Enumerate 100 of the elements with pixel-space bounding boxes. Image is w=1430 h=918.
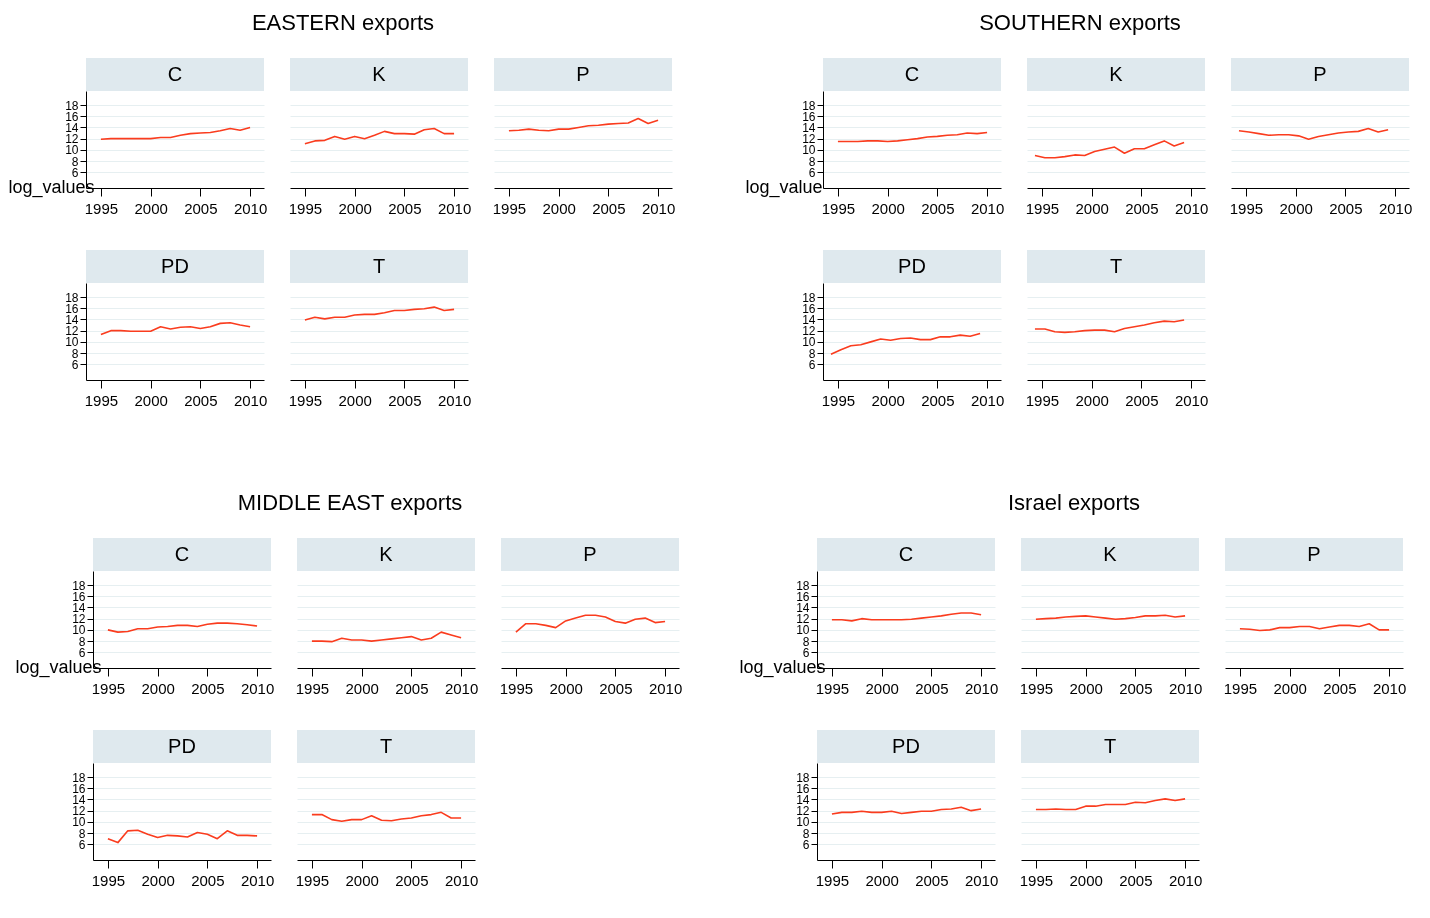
x-tick-label: 2010 (444, 871, 479, 889)
x-tick-label: 2000 (542, 199, 576, 217)
chart-subtitle: T (290, 250, 468, 283)
x-tick-label: 1995 (1223, 679, 1258, 697)
x-tick-label: 2005 (915, 679, 949, 697)
chart-title: Israel exports (1006, 490, 1142, 516)
x-tick-label: 2000 (871, 391, 905, 409)
line-series (831, 612, 982, 622)
chart-subtitle: P (494, 58, 672, 91)
x-tick-label: 2010 (240, 871, 275, 889)
x-tick-label: 2010 (970, 391, 1005, 409)
x-tick-label: 2000 (141, 871, 175, 889)
chart-title: SOUTHERN exports (978, 10, 1182, 36)
x-tick-label: 2010 (1372, 679, 1407, 697)
chart-subtitle: P (501, 538, 679, 571)
x-tick-label: 2005 (921, 199, 955, 217)
chart-title: MIDDLE EAST exports (236, 490, 464, 516)
x-tick-label: 2010 (964, 679, 999, 697)
x-tick-label: 1995 (1025, 391, 1060, 409)
chart-subtitle: PD (86, 250, 264, 283)
x-tick-label: 2000 (338, 391, 372, 409)
chart-subtitle: T (1021, 730, 1199, 763)
chart-subtitle: C (86, 58, 264, 91)
x-tick-label: 1995 (1019, 679, 1054, 697)
x-tick-label: 2010 (233, 391, 268, 409)
line-series (837, 131, 988, 143)
chart-subtitle: PD (93, 730, 271, 763)
x-tick-label: 2010 (1174, 199, 1209, 217)
chart-title: EASTERN exports (250, 10, 436, 36)
x-tick-label: 2010 (1174, 391, 1209, 409)
x-tick-label: 2010 (437, 199, 472, 217)
chart-subtitle: K (1021, 538, 1199, 571)
x-tick-label: 2005 (388, 391, 422, 409)
x-tick-label: 1995 (821, 199, 856, 217)
x-tick-label: 2000 (338, 199, 372, 217)
line-series (831, 806, 982, 815)
x-tick-label: 1995 (295, 679, 330, 697)
x-tick-label: 2005 (395, 871, 429, 889)
x-tick-label: 2000 (1069, 871, 1103, 889)
x-tick-label: 2000 (134, 199, 168, 217)
x-tick-label: 2000 (345, 871, 379, 889)
chart-subtitle: C (93, 538, 271, 571)
x-tick-label: 1995 (1229, 199, 1264, 217)
x-tick-label: 2005 (184, 391, 218, 409)
x-tick-label: 2010 (233, 199, 268, 217)
x-tick-label: 1995 (91, 871, 126, 889)
x-tick-label: 2005 (388, 199, 422, 217)
x-tick-label: 2005 (592, 199, 626, 217)
chart-subtitle: T (1027, 250, 1205, 283)
chart-subtitle: PD (817, 730, 995, 763)
x-tick-label: 2005 (1119, 679, 1153, 697)
x-tick-label: 2000 (1273, 679, 1307, 697)
x-tick-label: 1995 (288, 199, 323, 217)
x-tick-label: 2005 (1329, 199, 1363, 217)
x-tick-label: 2000 (865, 871, 899, 889)
x-tick-label: 1995 (1025, 199, 1060, 217)
x-tick-label: 2010 (1378, 199, 1413, 217)
chart-subtitle: P (1225, 538, 1403, 571)
x-tick-label: 1995 (499, 679, 534, 697)
x-tick-label: 2005 (191, 871, 225, 889)
x-tick-label: 1995 (492, 199, 527, 217)
chart-subtitle: K (297, 538, 475, 571)
x-tick-label: 2005 (1125, 199, 1159, 217)
x-tick-label: 2000 (141, 679, 175, 697)
x-tick-label: 2000 (871, 199, 905, 217)
chart-subtitle: P (1231, 58, 1409, 91)
x-tick-label: 2000 (134, 391, 168, 409)
x-tick-label: 2010 (240, 679, 275, 697)
x-tick-label: 2010 (444, 679, 479, 697)
line-series (100, 322, 251, 336)
x-tick-label: 2000 (345, 679, 379, 697)
x-tick-label: 2000 (1075, 199, 1109, 217)
x-tick-label: 2010 (1168, 871, 1203, 889)
chart-subtitle: K (1027, 58, 1205, 91)
x-tick-label: 1995 (295, 871, 330, 889)
chart-subtitle: PD (823, 250, 1001, 283)
x-tick-label: 2010 (437, 391, 472, 409)
x-tick-label: 2005 (191, 679, 225, 697)
line-series (107, 829, 258, 844)
chart-subtitle: C (817, 538, 995, 571)
x-tick-label: 2005 (1125, 391, 1159, 409)
x-tick-label: 2000 (549, 679, 583, 697)
x-tick-label: 1995 (84, 199, 119, 217)
x-tick-label: 2005 (1323, 679, 1357, 697)
x-tick-label: 2000 (1069, 679, 1103, 697)
x-tick-label: 1995 (91, 679, 126, 697)
x-tick-label: 2005 (599, 679, 633, 697)
x-tick-label: 2005 (395, 679, 429, 697)
x-tick-label: 2010 (648, 679, 683, 697)
x-tick-label: 1995 (815, 871, 850, 889)
x-tick-label: 1995 (821, 391, 856, 409)
x-tick-label: 2010 (970, 199, 1005, 217)
x-tick-label: 1995 (815, 679, 850, 697)
x-tick-label: 2005 (1119, 871, 1153, 889)
chart-subtitle: K (290, 58, 468, 91)
x-tick-label: 2000 (1075, 391, 1109, 409)
x-tick-label: 1995 (1019, 871, 1054, 889)
x-tick-label: 2005 (921, 391, 955, 409)
x-tick-label: 2005 (915, 871, 949, 889)
line-series (107, 622, 258, 633)
